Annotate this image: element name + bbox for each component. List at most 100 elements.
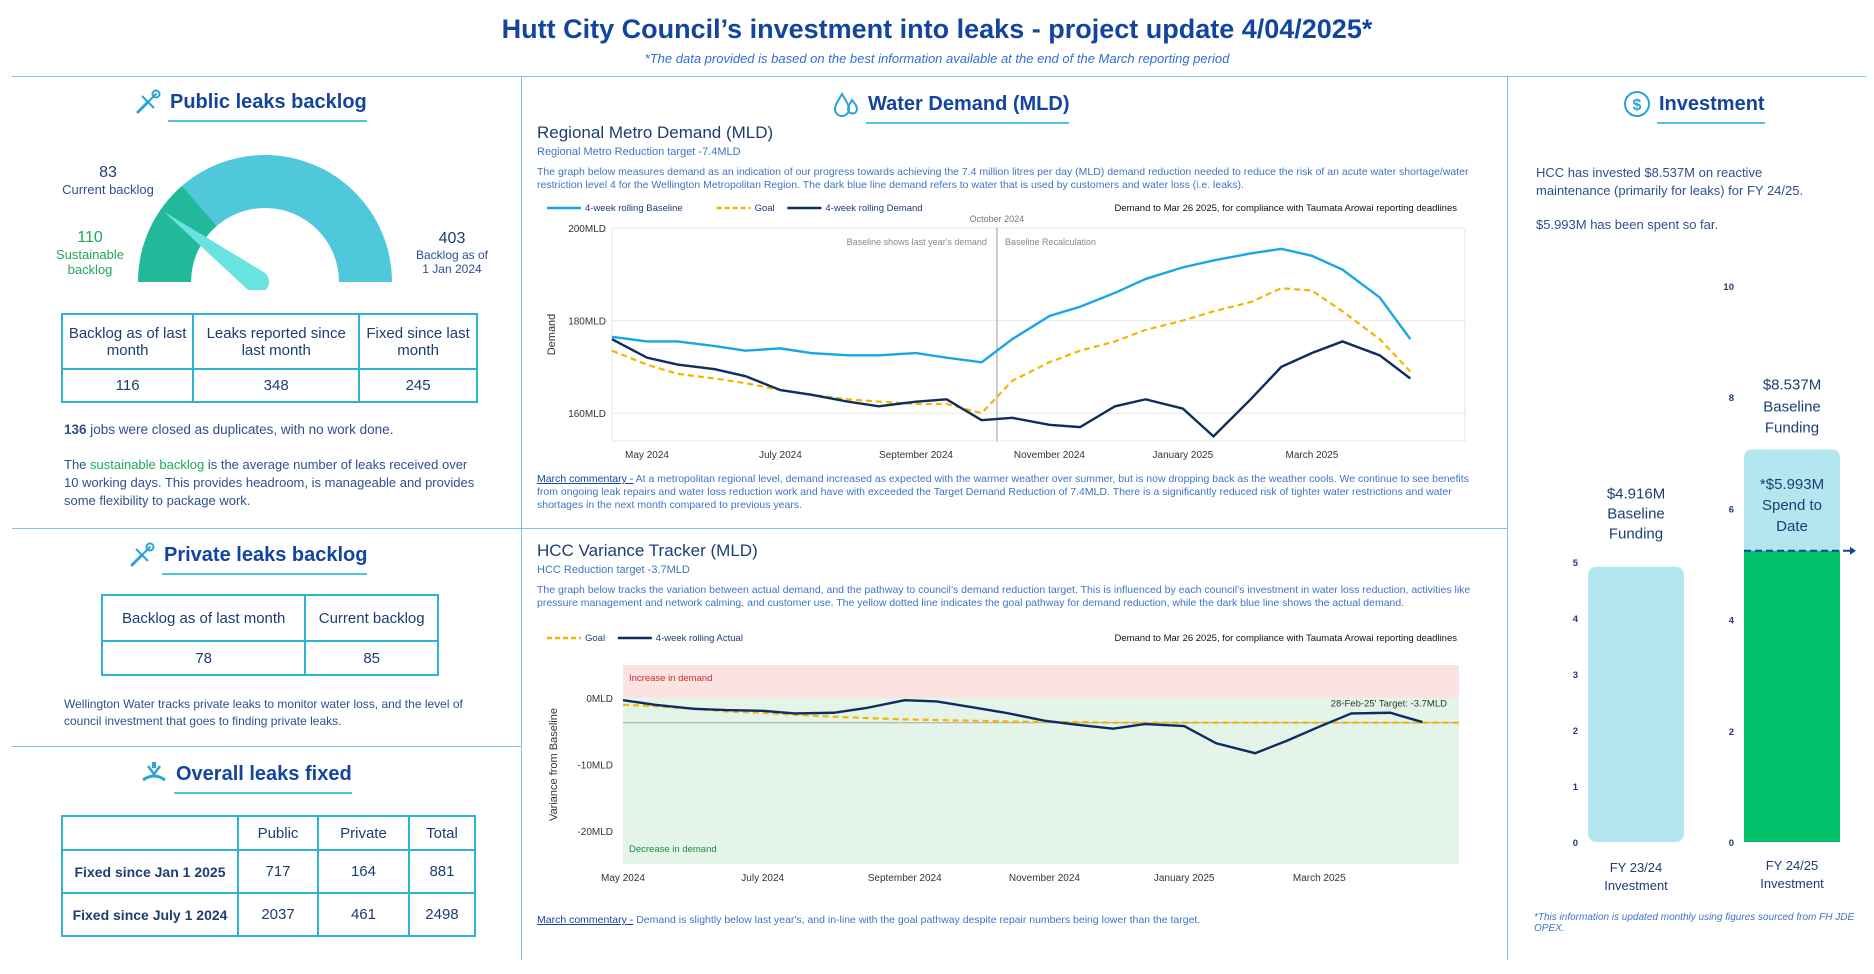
x-tick-label: January 2025	[1153, 450, 1214, 461]
y-tick-label: 180MLD	[568, 317, 606, 328]
legend-label: Goal	[585, 633, 605, 644]
overall-col-public: Public	[236, 815, 320, 851]
annotation-increase: Increase in demand	[629, 673, 712, 684]
legend-label: Goal	[755, 203, 775, 214]
overall-row-label-0: Fixed since Jan 1 2025	[61, 849, 239, 894]
chart-note: Demand to Mar 26 2025, for compliance wi…	[1114, 633, 1457, 644]
column-divider-right	[1507, 76, 1508, 960]
public-table-header-0: Backlog as of last month	[60, 313, 195, 370]
y-tick-right: 6	[1729, 504, 1734, 515]
jan-backlog-stat: 403 Backlog as of 1 Jan 2024	[402, 230, 502, 276]
y-tick-label: 0MLD	[586, 694, 613, 705]
gauge-needle	[163, 211, 269, 290]
regional-chart-title: Regional Metro Demand (MLD)	[537, 123, 774, 142]
svg-text:$: $	[1633, 97, 1642, 114]
public-backlog-title-text: Public leaks backlog	[170, 90, 367, 113]
sustainable-backlog-value: 110	[77, 229, 103, 246]
regional-chart-subtitle: Regional Metro Reduction target -7.4MLD	[537, 146, 741, 158]
increase-zone	[623, 665, 1459, 699]
annotation-baseline-note: Baseline shows last year's demand	[847, 237, 987, 247]
y-tick-left: 1	[1573, 782, 1579, 793]
label-spend-value: *$5.993M	[1760, 476, 1824, 493]
label-fy2324-funding: Funding	[1609, 526, 1663, 543]
x-tick-label: July 2024	[759, 450, 802, 461]
bar-fy2324-baseline	[1588, 566, 1684, 842]
x-tick-label: November 2024	[1014, 450, 1086, 461]
sustainable-backlog-label-2: backlog	[67, 262, 113, 277]
private-backlog-title: Private leaks backlog	[128, 541, 368, 575]
y-tick-left: 2	[1573, 726, 1578, 737]
overall-fixed-title-text: Overall leaks fixed	[176, 762, 352, 785]
y-axis-label: Variance from Baseline	[548, 708, 560, 821]
category-label: Investment	[1760, 876, 1824, 891]
regional-demand-chart: 4-week rolling Baseline Goal 4-week rollin…	[546, 203, 1466, 461]
regional-commentary-label: March commentary -	[537, 473, 634, 485]
label-fy2324-value: $4.916M	[1607, 486, 1665, 503]
annotation-decrease: Decrease in demand	[629, 844, 717, 855]
y-tick-left: 0	[1573, 838, 1578, 849]
label-fy2425-value: $8.537M	[1763, 376, 1821, 393]
y-tick-label: 200MLD	[568, 224, 606, 235]
public-backlog-title: Public leaks backlog	[134, 88, 367, 122]
x-tick-label: November 2024	[1009, 873, 1081, 884]
variance-commentary-label: March commentary -	[537, 914, 634, 926]
variance-commentary-text: Demand is slightly below last year's, an…	[633, 914, 1201, 926]
jan-backlog-label: Backlog as of	[415, 248, 489, 262]
private-table-header-1: Current backlog	[304, 594, 439, 642]
current-backlog-stat: 83 Current backlog	[58, 164, 158, 197]
y-tick-right: 10	[1723, 282, 1734, 293]
annotation-recalc: Baseline Recalculation	[1005, 237, 1096, 247]
category-label: FY 23/24	[1610, 860, 1663, 875]
regional-commentary: March commentary - At a metropolitan reg…	[537, 473, 1477, 512]
x-tick-label: September 2024	[879, 450, 953, 461]
y-tick-right: 0	[1729, 838, 1734, 849]
page-title: Hutt City Council’s investment into leak…	[501, 14, 1373, 44]
row-divider-left	[12, 746, 521, 747]
y-tick-right: 2	[1729, 727, 1734, 738]
investment-text-2: $5.993M has been spent so far.	[1536, 217, 1719, 232]
page-subtitle: *The data provided is based on the best …	[644, 51, 1230, 66]
y-tick-left: 3	[1573, 670, 1578, 681]
variance-chart-subtitle: HCC Reduction target -3.7MLD	[537, 564, 690, 576]
private-table-header-0: Backlog as of last month	[100, 594, 307, 642]
overall-row-1-private: 461	[317, 892, 410, 937]
overall-fixed-title: Overall leaks fixed	[140, 760, 352, 794]
dollar-icon: $	[1624, 91, 1650, 117]
overall-table-corner	[61, 815, 239, 851]
regional-chart-description: The graph below measures demand as an in…	[537, 166, 1469, 192]
series-line-goal	[611, 287, 1412, 415]
jan-backlog-value: 403	[438, 230, 466, 247]
investment-bar-chart: 5432101086420$4.916MBaselineFunding$8.53…	[1573, 282, 1856, 893]
legend-label: 4-week rolling Actual	[656, 633, 743, 644]
annotation-target: 28-Feb-25' Target: -3.7MLD	[1331, 699, 1447, 710]
series-line-goal	[622, 703, 1459, 724]
legend-label: 4-week rolling Demand	[825, 203, 922, 214]
public-table-header-1: Leaks reported since last month	[192, 313, 361, 370]
private-table-value-0: 78	[100, 640, 307, 676]
public-table-value-2: 245	[358, 368, 478, 403]
private-backlog-title-text: Private leaks backlog	[164, 543, 368, 566]
y-tick-left: 5	[1573, 558, 1579, 569]
chart-note: Demand to Mar 26 2025, for compliance wi…	[1114, 203, 1457, 214]
overall-row-1-public: 2037	[236, 892, 320, 937]
label-fy2324-baseline: Baseline	[1607, 506, 1665, 523]
gauge-total-arc	[138, 155, 392, 282]
duplicates-note: 136 jobs were closed as duplicates, with…	[64, 421, 484, 440]
investment-footnote: *This information is updated monthly usi…	[1534, 912, 1855, 934]
overall-row-0-total: 881	[407, 849, 477, 894]
duplicates-text: jobs were closed as duplicates, with no …	[86, 422, 394, 437]
variance-tracker-chart: Goal 4-week rolling Actual Demand to Mar 2…	[547, 633, 1459, 884]
bar-fy2425-spend	[1744, 550, 1840, 842]
series-line-4-week-rolling-baseline	[611, 247, 1412, 364]
note-highlight: sustainable backlog	[90, 457, 205, 472]
private-table-value-1: 85	[304, 640, 439, 676]
current-backlog-value: 83	[99, 164, 117, 181]
y-tick-left: 4	[1573, 614, 1579, 625]
x-tick-label: March 2025	[1285, 450, 1338, 461]
public-table-value-0: 116	[60, 368, 195, 403]
overall-row-1-total: 2498	[407, 892, 477, 937]
x-tick-label: March 2025	[1293, 873, 1346, 884]
duplicates-count: 136	[64, 422, 87, 437]
water-demand-title: Water Demand (MLD)	[832, 90, 1070, 124]
label-fy2425-funding: Funding	[1765, 419, 1819, 436]
